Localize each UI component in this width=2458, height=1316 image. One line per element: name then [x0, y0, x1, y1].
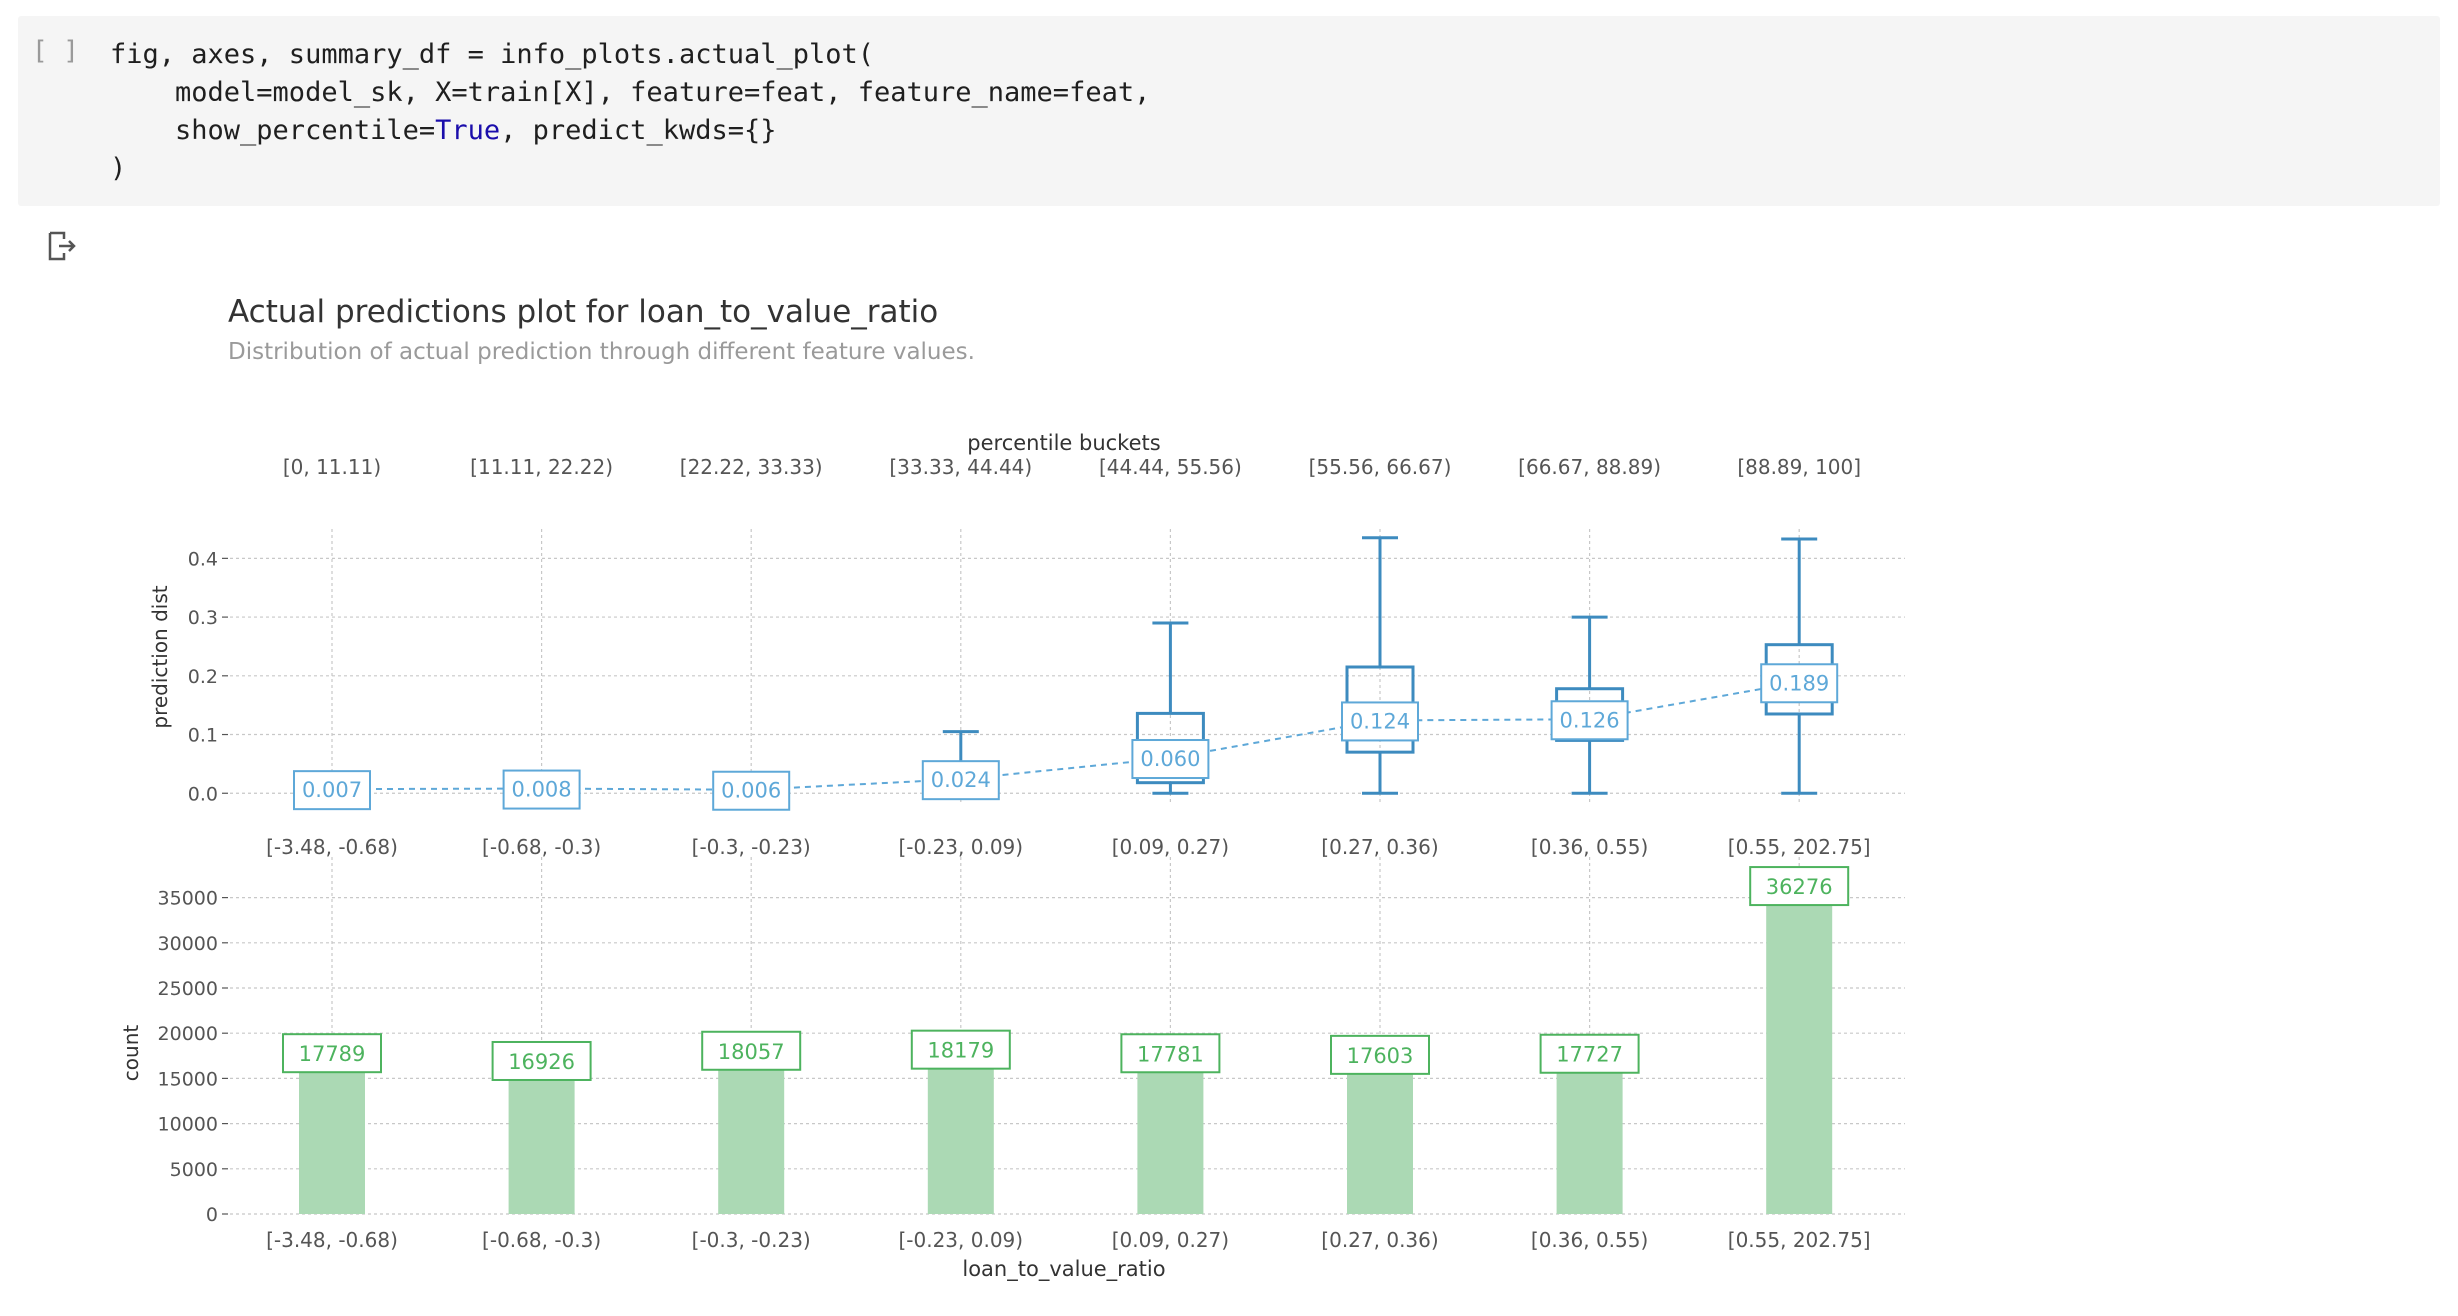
count-label-box [701, 1030, 802, 1071]
chart-output: Actual predictions plot for loan_to_valu… [0, 270, 2458, 1312]
count-label-box [491, 1040, 592, 1081]
box-y-axis-label: prediction dist [148, 585, 172, 728]
box-y-tick-label: 0.0 [188, 783, 218, 805]
box-y-tick-label: 0.2 [188, 666, 218, 688]
count-bar [299, 1053, 365, 1214]
mean-value-label: 0.006 [721, 779, 781, 803]
mean-value-label: 0.060 [1140, 747, 1200, 771]
box-x-tick-label: [-0.68, -0.3) [482, 835, 601, 859]
count-value-label: 17603 [1347, 1044, 1414, 1068]
mean-label-box [1131, 739, 1210, 780]
mean-value-label: 0.008 [512, 778, 572, 802]
output-arrow-icon[interactable] [46, 230, 78, 262]
code-line-3-head: show_percentile= [110, 115, 436, 146]
mean-label-box [712, 770, 791, 811]
mean-value-label: 0.024 [931, 768, 991, 792]
bar-x-axis-label: loan_to_value_ratio [962, 1257, 1165, 1282]
bar-x-tick-label: [-0.23, 0.09) [898, 1228, 1023, 1252]
bar-y-axis-label: count [119, 1025, 143, 1082]
count-label-box [1539, 1033, 1640, 1074]
percentile-bucket-label: [55.56, 66.67) [1309, 455, 1452, 479]
count-value-label: 18179 [927, 1039, 994, 1063]
bar-y-tick-label: 20000 [158, 1023, 218, 1045]
count-value-label: 16926 [508, 1050, 575, 1074]
bar-y-tick-label: 10000 [158, 1114, 218, 1136]
percentile-bucket-label: [88.89, 100] [1737, 455, 1861, 479]
percentile-bucket-label: [44.44, 55.56) [1099, 455, 1242, 479]
mean-label-box [1341, 701, 1419, 742]
code-keyword-true: True [435, 115, 501, 146]
bar-x-tick-label: [-3.48, -0.68) [266, 1228, 398, 1252]
bar-y-tick-label: 30000 [158, 933, 218, 955]
mean-value-label: 0.189 [1769, 671, 1829, 695]
chart-title: Actual predictions plot for loan_to_valu… [228, 294, 938, 330]
bar-y-tick-label: 5000 [170, 1159, 218, 1181]
actual-plot-figure: Actual predictions plot for loan_to_valu… [119, 294, 1905, 1282]
chart-subtitle: Distribution of actual prediction throug… [228, 339, 975, 365]
bar-y-tick-label: 0 [206, 1204, 218, 1226]
bar-x-tick-label: [-0.3, -0.23) [692, 1228, 811, 1252]
bar-x-tick-label: [0.36, 0.55) [1531, 1228, 1648, 1252]
mean-value-label: 0.007 [302, 778, 362, 802]
percentile-bucket-label: [0, 11.11) [283, 455, 381, 479]
mean-label-box [1550, 700, 1629, 741]
box-x-tick-label: [-3.48, -0.68) [266, 835, 398, 859]
mean-label-box [502, 769, 581, 810]
count-value-label: 18057 [718, 1040, 785, 1064]
count-label-box [282, 1033, 382, 1074]
count-value-label: 17727 [1556, 1043, 1623, 1067]
box-x-tick-label: [0.36, 0.55) [1531, 835, 1648, 859]
box-x-tick-label: [-0.3, -0.23) [692, 835, 811, 859]
box-x-tick-label: [-0.23, 0.09) [898, 835, 1023, 859]
percentile-axis-title: percentile buckets [967, 431, 1160, 455]
count-bar [927, 1049, 994, 1214]
percentile-bucket-label: [22.22, 33.33) [680, 455, 823, 479]
bar-y-tick-label: 25000 [158, 978, 218, 1000]
count-bar [1556, 1053, 1623, 1214]
bar-plot-panel: 0 5000 10000 15000 20000 25000 30000 35000 17789… [158, 857, 1905, 1252]
bar-y-tick-label: 35000 [158, 888, 218, 910]
count-bar [1347, 1054, 1413, 1214]
count-label-box [910, 1029, 1011, 1070]
box-y-tick-label: 0.3 [188, 607, 218, 629]
box-y-tick-label: 0.4 [188, 548, 218, 570]
code-line-1: fig, axes, summary_df = info_plots.actua… [110, 39, 875, 70]
percentile-bucket-label: [11.11, 22.22) [470, 455, 613, 479]
code-editor[interactable]: fig, axes, summary_df = info_plots.actua… [110, 36, 1150, 188]
box-x-tick-label: [0.09, 0.27) [1112, 835, 1229, 859]
box-x-tick-label: [0.55, 202.75] [1728, 835, 1871, 859]
count-label-box [1330, 1034, 1430, 1075]
code-line-3-tail: , predict_kwds={} [500, 115, 777, 146]
mean-label-box [921, 760, 1000, 801]
box-x-tick-label: [0.27, 0.36) [1321, 835, 1438, 859]
count-label-box [1120, 1033, 1221, 1074]
bar-x-tick-label: [0.09, 0.27) [1112, 1228, 1229, 1252]
bar-x-tick-label: [-0.68, -0.3) [482, 1228, 601, 1252]
code-cell[interactable] [18, 16, 2440, 206]
mean-value-label: 0.124 [1350, 709, 1410, 733]
count-label-box [1749, 866, 1850, 907]
mean-value-label: 0.126 [1560, 708, 1620, 732]
bar-x-tick-label: [0.27, 0.36) [1321, 1228, 1438, 1252]
mean-label-box [293, 770, 371, 811]
run-cell-button[interactable]: [ ] [32, 36, 79, 66]
count-value-label: 36276 [1766, 875, 1833, 899]
box-y-tick-label: 0.1 [188, 725, 218, 747]
code-line-2: model=model_sk, X=train[X], feature=feat… [110, 77, 1151, 108]
count-value-label: 17789 [299, 1042, 366, 1066]
code-line-4: ) [110, 153, 127, 184]
percentile-bucket-label: [66.67, 88.89) [1518, 455, 1661, 479]
count-bar [508, 1060, 575, 1214]
box-plot-panel: 0.0 0.1 0.2 0.3 0.4 [0, 11.11) [-3.48, -0.68) [… [188, 455, 1905, 859]
count-value-label: 17781 [1137, 1042, 1204, 1066]
percentile-bucket-label: [33.33, 44.44) [889, 455, 1032, 479]
bar-x-tick-label: [0.55, 202.75] [1728, 1228, 1871, 1252]
count-bar [718, 1050, 785, 1214]
count-bar [1137, 1053, 1204, 1214]
mean-label-box [1760, 663, 1839, 704]
count-bar [1766, 886, 1833, 1214]
bar-y-tick-label: 15000 [158, 1068, 218, 1090]
